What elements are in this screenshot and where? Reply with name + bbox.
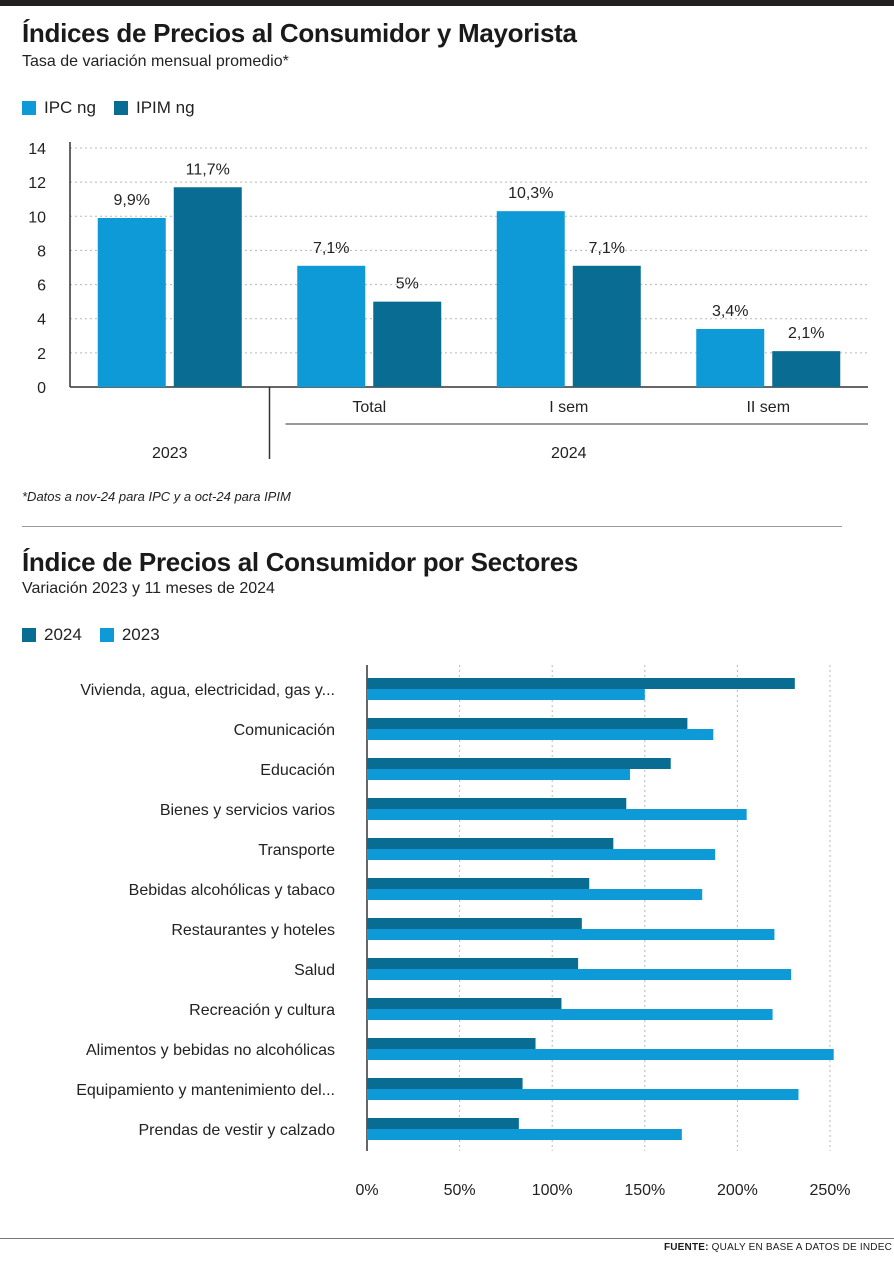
chart2-legend: 2024 2023 (22, 625, 160, 645)
chart1-subtitle: Tasa de variación mensual promedio* (22, 53, 289, 70)
bar-2024 (367, 798, 627, 809)
group-label: 2023 (152, 445, 188, 462)
bar-2024 (367, 838, 614, 849)
x-tick-label: 200% (717, 1182, 758, 1199)
legend-swatch-2024 (22, 628, 36, 642)
y-tick-label: 0 (37, 380, 46, 397)
chart1-svg: 0 2 4 6 8 10 12 14 9,9% 11,7% 7,1% 5% Total 10,3% 7,1%… (28, 141, 868, 462)
bar-2024 (367, 878, 590, 889)
bar-2024 (367, 958, 579, 969)
chart2-svg: 0% 50% 100% 150% 200% 250% Vivienda, agua, ele… (76, 665, 851, 1199)
bar-ipim (772, 351, 841, 387)
bar-ipc (496, 211, 565, 387)
data-label: 9,9% (114, 192, 150, 209)
x-category-label: Total (352, 399, 386, 416)
section-divider (22, 526, 842, 527)
bar-ipim (572, 265, 641, 387)
bar-ipim (373, 301, 442, 387)
bar-2023 (367, 969, 792, 980)
category-label: Restaurantes y hoteles (171, 922, 335, 939)
x-tick-label: 50% (444, 1182, 476, 1199)
category-label: Recreación y cultura (189, 1002, 335, 1019)
bar-2024 (367, 1078, 523, 1089)
bar-2023 (367, 929, 775, 940)
bar-2024 (367, 998, 562, 1009)
y-tick-label: 12 (28, 175, 46, 192)
data-label: 3,4% (712, 303, 748, 320)
y-tick-label: 14 (28, 141, 46, 158)
legend-label-2024: 2024 (44, 625, 82, 644)
source-note: FUENTE: QUALY EN BASE A DATOS DE INDEC (664, 1242, 892, 1253)
legend-item-ipim: IPIM ng (113, 98, 195, 118)
legend-item-2024: 2024 (22, 625, 82, 645)
category-label: Alimentos y bebidas no alcohólicas (86, 1042, 335, 1059)
category-label: Vivienda, agua, electricidad, gas y... (80, 682, 335, 699)
chart1-title: Índices de Precios al Consumidor y Mayor… (22, 18, 577, 48)
x-tick-label: 100% (532, 1182, 573, 1199)
x-tick-label: 150% (624, 1182, 665, 1199)
category-label: Comunicación (234, 722, 335, 739)
y-tick-label: 6 (37, 278, 46, 295)
category-label: Bebidas alcohólicas y tabaco (129, 882, 335, 899)
data-label: 5% (396, 276, 419, 293)
chart1-legend: IPC ng IPIM ng (22, 98, 195, 118)
data-label: 7,1% (589, 240, 625, 257)
category-label: Equipamiento y mantenimiento del... (76, 1082, 335, 1099)
data-label: 7,1% (313, 240, 349, 257)
category-label: Prendas de vestir y calzado (138, 1122, 335, 1139)
legend-label-ipim: IPIM ng (135, 98, 195, 117)
legend-label-2023: 2023 (121, 625, 160, 644)
bar-ipc (696, 328, 765, 387)
chart2-title: Índice de Precios al Consumidor por Sect… (22, 547, 579, 577)
bar-2023 (367, 809, 747, 820)
bar-2024 (367, 678, 795, 689)
y-tick-label: 4 (37, 312, 46, 329)
bar-2023 (367, 689, 645, 700)
category-label: Transporte (258, 842, 335, 859)
x-tick-label: 0% (355, 1182, 378, 1199)
bar-2023 (367, 729, 714, 740)
category-label: Bienes y servicios varios (160, 802, 335, 819)
bar-2023 (367, 1129, 682, 1140)
y-tick-label: 10 (28, 209, 46, 226)
bar-ipim (173, 187, 242, 387)
legend-item-2023: 2023 (99, 625, 160, 645)
bar-2023 (367, 1049, 834, 1060)
category-label: Salud (294, 962, 335, 979)
y-tick-label: 2 (37, 346, 46, 363)
legend-swatch-2023 (99, 628, 114, 642)
bar-ipc (297, 265, 366, 387)
bottom-rule (0, 1238, 894, 1239)
bar-2023 (367, 849, 716, 860)
bar-2024 (367, 1118, 519, 1129)
top-rule (0, 0, 894, 6)
x-tick-label: 250% (810, 1182, 851, 1199)
bar-2024 (367, 758, 671, 769)
chart2-subtitle: Variación 2023 y 11 meses de 2024 (22, 580, 275, 597)
data-label: 10,3% (508, 185, 553, 202)
legend-label-ipc: IPC ng (44, 98, 96, 117)
legend-item-ipc: IPC ng (22, 98, 96, 118)
x-category-label: I sem (549, 399, 588, 416)
bar-2024 (367, 1038, 536, 1049)
y-tick-label: 8 (37, 243, 46, 260)
source-label: FUENTE: (663, 1242, 709, 1253)
bar-2024 (367, 718, 688, 729)
bar-2023 (367, 889, 703, 900)
source-text: QUALY EN BASE A DATOS DE INDEC (711, 1242, 892, 1253)
bar-2023 (367, 769, 630, 780)
bar-2023 (367, 1009, 773, 1020)
bar-ipc (97, 217, 166, 387)
data-label: 11,7% (186, 161, 230, 178)
bar-2024 (367, 918, 582, 929)
x-category-label: II sem (746, 399, 790, 416)
legend-swatch-ipc (22, 101, 36, 115)
bar-2023 (367, 1089, 799, 1100)
category-label: Educación (260, 762, 335, 779)
legend-swatch-ipim (113, 101, 128, 115)
group-label: 2024 (551, 445, 587, 462)
data-label: 2,1% (788, 325, 824, 342)
chart1-footnote: *Datos a nov-24 para IPC y a oct-24 para… (22, 489, 291, 504)
